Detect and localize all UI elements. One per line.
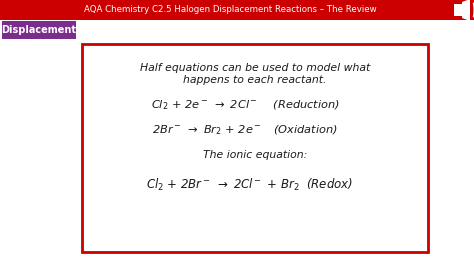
FancyBboxPatch shape	[2, 21, 76, 39]
FancyBboxPatch shape	[454, 4, 462, 16]
Text: The ionic equation:: The ionic equation:	[203, 150, 307, 160]
Polygon shape	[462, 0, 470, 21]
Text: 2Br$^-$ $\rightarrow$ Br$_2$ + 2e$^-$   (Oxidation): 2Br$^-$ $\rightarrow$ Br$_2$ + 2e$^-$ (O…	[152, 123, 338, 137]
Text: $Cl_2$ + 2Br$^-$ $\rightarrow$ 2Cl$^-$ + Br$_2$  (Redox): $Cl_2$ + 2Br$^-$ $\rightarrow$ 2Cl$^-$ +…	[146, 177, 354, 193]
Text: Half equations can be used to model what: Half equations can be used to model what	[140, 63, 370, 73]
Text: AQA Chemistry C2.5 Halogen Displacement Reactions – The Review: AQA Chemistry C2.5 Halogen Displacement …	[84, 6, 376, 15]
FancyBboxPatch shape	[0, 0, 474, 20]
Text: Displacement: Displacement	[1, 25, 76, 35]
Text: $Cl_2$ + 2e$^-$ $\rightarrow$ 2Cl$^-$    (Reduction): $Cl_2$ + 2e$^-$ $\rightarrow$ 2Cl$^-$ (R…	[151, 98, 339, 112]
Text: happens to each reactant.: happens to each reactant.	[183, 75, 327, 85]
FancyBboxPatch shape	[82, 44, 428, 252]
